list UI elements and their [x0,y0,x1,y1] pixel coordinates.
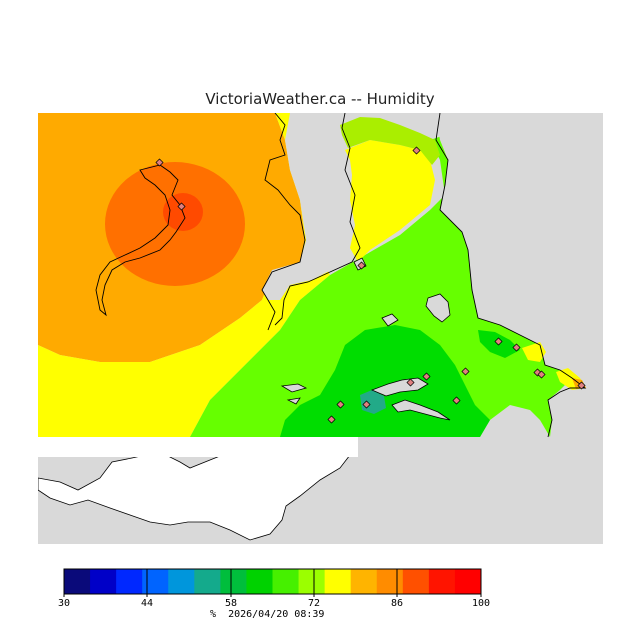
station-marker[interactable] [537,370,546,379]
legend-tick-label: 44 [140,598,154,609]
humidity-zone-yellow-east [522,342,546,362]
legend-swatch [454,569,482,594]
island-lake-2 [381,313,399,327]
legend-swatch [272,569,300,594]
station-marker[interactable] [412,146,421,155]
legend-tick-label: 30 [57,598,71,609]
map-title: VictoriaWeather.ca -- Humidity [205,90,435,108]
legend-swatch [64,569,91,594]
legend-swatch [324,569,352,594]
station-marker[interactable] [452,396,461,405]
island-small-2 [286,397,301,405]
island-lake-1 [425,293,451,323]
station-marker[interactable] [461,367,470,376]
legend-units: % [210,609,217,620]
station-marker[interactable] [177,202,186,211]
station-marker[interactable] [577,381,586,390]
island-small-west [280,383,308,393]
legend-swatch [428,569,456,594]
humidity-zone-orange-corner [38,113,60,140]
legend-tick-label: 72 [307,598,321,609]
station-marker[interactable] [422,372,431,381]
legend-swatches [64,569,482,594]
station-marker[interactable] [406,378,415,387]
station-marker[interactable] [155,158,164,167]
humidity-zone-yellow-west [38,113,330,437]
legend-swatch [116,569,143,594]
station-markers [155,146,586,424]
legend-tick-marks [63,569,482,597]
station-marker[interactable] [362,400,371,409]
coastline-west-region [261,113,306,331]
island-west-1 [95,164,186,317]
legend-swatch [350,569,378,594]
legend-swatch [194,569,221,594]
coastline-peninsula-east [435,113,587,438]
legend-swatch [402,569,430,594]
station-marker[interactable] [336,400,345,409]
legend-swatch [168,569,195,594]
legend-tick-label: 58 [224,598,238,609]
coastline-peninsula-west [274,113,361,326]
station-marker[interactable] [327,415,336,424]
legend-swatch [142,569,169,594]
humidity-zone-green [280,325,490,437]
ocean-inlet-south [391,399,451,421]
legend-swatch [246,569,273,594]
station-marker[interactable] [512,343,521,352]
legend-swatch [90,569,117,594]
legend-tick-label: 86 [390,598,404,609]
station-marker[interactable] [494,337,503,346]
ocean-east [435,113,603,437]
station-marker[interactable] [357,261,366,270]
legend-swatch [298,569,326,594]
legend-tick-label: 100 [471,598,491,609]
ocean-strait-north [262,113,358,300]
legend-timestamp: 2026/04/20 08:39 [228,609,325,620]
legend-swatch [376,569,404,594]
humidity-zone-yellowgreen-north [340,117,440,165]
land-blank-panel [38,437,358,457]
legend-units-timestamp: % 2026/04/20 08:39 [210,609,324,620]
humidity-zone-yellow-north [345,140,435,262]
legend-swatch [220,569,247,594]
